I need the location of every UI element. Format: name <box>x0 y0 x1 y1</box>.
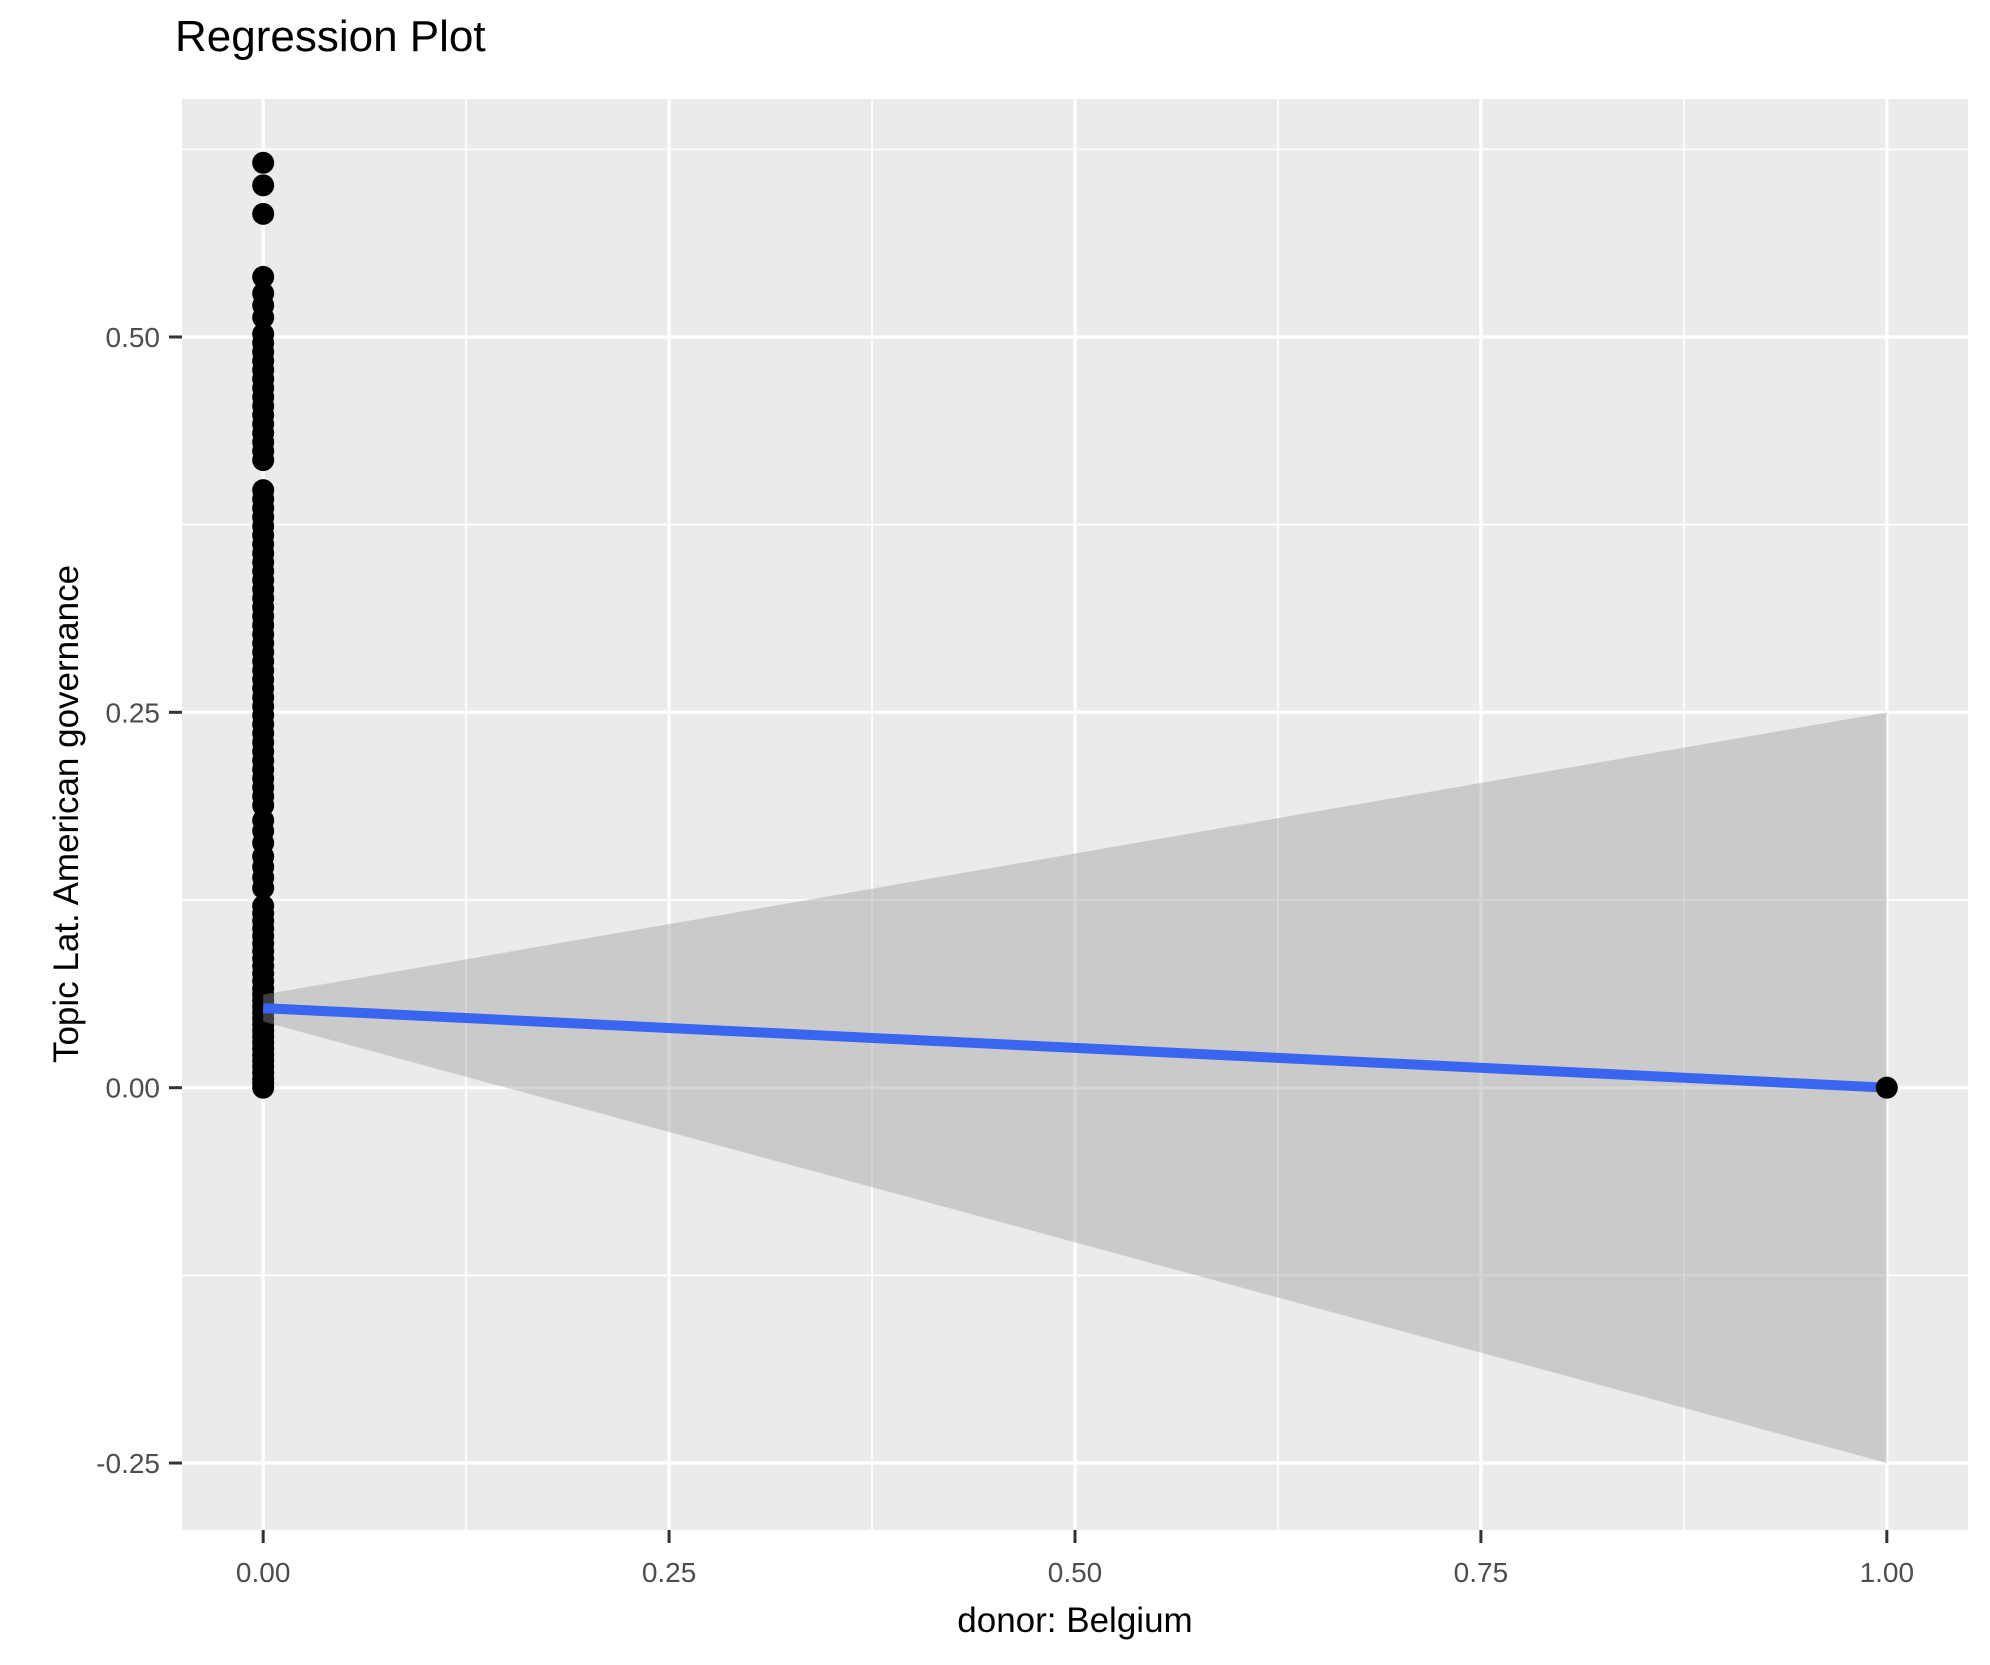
plot-title: Regression Plot <box>175 12 486 61</box>
confidence-band <box>263 712 1887 1464</box>
x-tick-label: 1.00 <box>1860 1557 1915 1588</box>
x-tick-label: 0.25 <box>642 1557 697 1588</box>
x-tick-labels: 0.00 0.25 0.50 0.75 1.00 <box>236 1557 1914 1588</box>
y-tick-label: 0.25 <box>106 697 161 728</box>
y-tick-label: 0.00 <box>106 1073 161 1104</box>
data-point <box>252 306 275 329</box>
data-point <box>1875 1076 1898 1099</box>
data-point <box>252 876 275 899</box>
y-axis-title: Topic Lat. American governance <box>47 565 86 1063</box>
scatter-point-outlier <box>1875 1076 1898 1099</box>
data-point <box>252 449 275 472</box>
y-tick-label: 0.50 <box>106 322 161 353</box>
data-point <box>252 1076 275 1099</box>
x-axis-title: donor: Belgium <box>957 1601 1192 1640</box>
y-tick-labels: 0.50 0.25 0.00 -0.25 <box>96 322 160 1479</box>
data-point <box>252 174 275 197</box>
regression-line <box>262 1003 1888 1093</box>
x-tick-label: 0.00 <box>236 1557 291 1588</box>
x-tick-label: 0.50 <box>1048 1557 1103 1588</box>
data-point <box>252 202 275 225</box>
y-tick-label: -0.25 <box>96 1448 160 1479</box>
axis-tick-marks <box>169 335 1889 1543</box>
x-tick-label: 0.75 <box>1454 1557 1509 1588</box>
data-point <box>252 265 275 288</box>
data-point <box>252 151 275 174</box>
scatter-points-column <box>252 151 275 1099</box>
